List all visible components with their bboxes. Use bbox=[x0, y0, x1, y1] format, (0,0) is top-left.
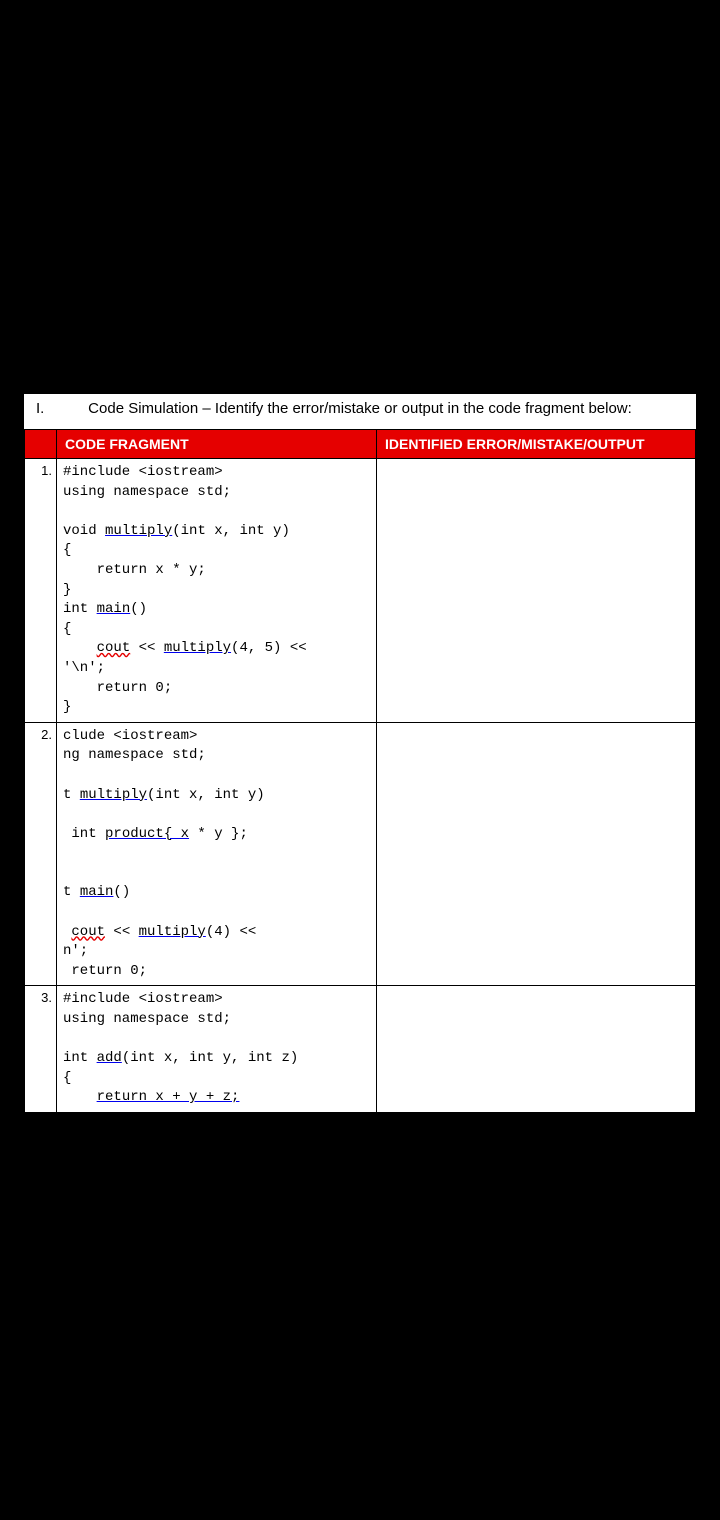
code-identifier: multiply bbox=[80, 787, 147, 803]
row-number: 3. bbox=[25, 986, 57, 1113]
code-identifier: return x + y + z; bbox=[97, 1089, 240, 1105]
code-identifier: multiply bbox=[164, 640, 231, 656]
code-keyword: cout bbox=[97, 640, 131, 656]
code-identifier: multiply bbox=[105, 523, 172, 539]
section-title-row: I. Code Simulation – Identify the error/… bbox=[24, 394, 696, 429]
document-section: I. Code Simulation – Identify the error/… bbox=[24, 394, 696, 1113]
answer-cell bbox=[377, 986, 696, 1113]
answer-cell bbox=[377, 722, 696, 986]
code-fragment-cell: #include <iostream> using namespace std;… bbox=[57, 459, 377, 723]
code-fragment-cell: clude <iostream> ng namespace std; t mul… bbox=[57, 722, 377, 986]
header-answer: IDENTIFIED ERROR/MISTAKE/OUTPUT bbox=[377, 430, 696, 459]
code-identifier: product{ x bbox=[105, 826, 189, 842]
code-table: CODE FRAGMENT IDENTIFIED ERROR/MISTAKE/O… bbox=[24, 429, 696, 1113]
table-row: 3.#include <iostream> using namespace st… bbox=[25, 986, 696, 1113]
header-code: CODE FRAGMENT bbox=[57, 430, 377, 459]
code-identifier: main bbox=[97, 601, 131, 617]
table-header-row: CODE FRAGMENT IDENTIFIED ERROR/MISTAKE/O… bbox=[25, 430, 696, 459]
code-identifier: multiply bbox=[139, 924, 206, 940]
section-number: I. bbox=[24, 400, 84, 417]
table-row: 1.#include <iostream> using namespace st… bbox=[25, 459, 696, 723]
table-body: 1.#include <iostream> using namespace st… bbox=[25, 459, 696, 1113]
section-title-text: Code Simulation – Identify the error/mis… bbox=[88, 400, 632, 417]
code-keyword: cout bbox=[71, 924, 105, 940]
code-identifier: add bbox=[97, 1050, 122, 1066]
answer-cell bbox=[377, 459, 696, 723]
code-identifier: main bbox=[80, 884, 114, 900]
row-number: 1. bbox=[25, 459, 57, 723]
code-fragment-cell: #include <iostream> using namespace std;… bbox=[57, 986, 377, 1113]
header-num bbox=[25, 430, 57, 459]
table-row: 2.clude <iostream> ng namespace std; t m… bbox=[25, 722, 696, 986]
row-number: 2. bbox=[25, 722, 57, 986]
